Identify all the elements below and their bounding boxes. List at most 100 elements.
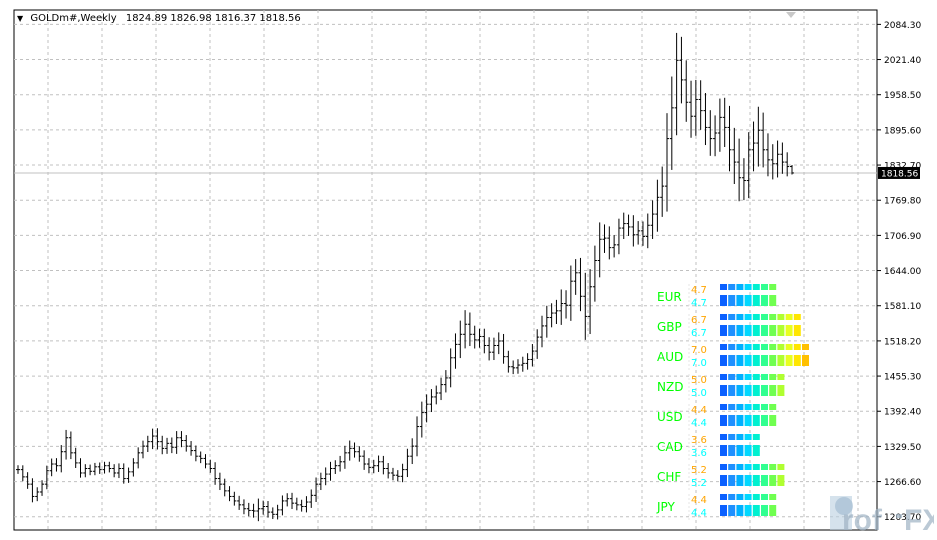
- strength-bar-GBP-b-9: [793, 325, 801, 336]
- strength-value-bottom-NZD: 5.0: [691, 388, 707, 399]
- strength-bar-JPY-b-1: [728, 505, 736, 516]
- strength-bar-EUR-a-5: [761, 284, 768, 290]
- strength-bar-GBP-b-4: [752, 325, 760, 336]
- strength-value-top-JPY: 4.4: [691, 495, 707, 506]
- strength-bar-JPY-a-6: [769, 494, 777, 500]
- strength-bar-USD-b-6: [769, 415, 777, 426]
- strength-bar-JPY-a-3: [744, 494, 752, 500]
- strength-bar-NZD-a-6: [769, 374, 777, 380]
- strength-bar-AUD-a-8: [785, 344, 793, 350]
- strength-bar-CHF-b-3: [744, 475, 752, 486]
- strength-bar-CAD-a-3: [744, 434, 752, 440]
- strength-bar-CHF-a-6: [769, 464, 777, 470]
- strength-bar-NZD-b-5: [761, 385, 768, 396]
- strength-bar-EUR-a-4: [752, 284, 760, 290]
- strength-bar-AUD-b-3: [744, 355, 752, 366]
- strength-bar-CHF-b-4: [752, 475, 760, 486]
- strength-bar-JPY-b-3: [744, 505, 752, 516]
- strength-bar-USD-b-0: [720, 415, 727, 426]
- strength-bar-GBP-a-1: [728, 314, 736, 320]
- strength-bar-EUR-b-1: [728, 295, 736, 306]
- strength-bar-AUD-a-5: [761, 344, 768, 350]
- strength-bar-CAD-a-4: [752, 434, 760, 440]
- svg-text:rof: rof: [842, 504, 883, 536]
- strength-bar-EUR-a-0: [720, 284, 727, 290]
- strength-bar-USD-a-0: [720, 404, 727, 410]
- strength-bar-GBP-a-7: [777, 314, 785, 320]
- strength-bar-GBP-a-0: [720, 314, 727, 320]
- y-tick-label: 1266.60: [884, 478, 921, 488]
- strength-bar-CAD-b-1: [728, 445, 736, 456]
- strength-bar-AUD-b-1: [728, 355, 736, 366]
- dropdown-arrow-icon[interactable]: ▼: [17, 14, 24, 23]
- strength-bar-NZD-a-5: [761, 374, 768, 380]
- currency-label-JPY: JPY: [656, 500, 676, 514]
- strength-bar-EUR-b-6: [769, 295, 777, 306]
- current-price-badge: [878, 166, 920, 179]
- y-tick-label: 1832.70: [884, 162, 921, 172]
- strength-bar-GBP-b-6: [769, 325, 777, 336]
- strength-value-top-AUD: 7.0: [691, 345, 707, 356]
- strength-bar-AUD-a-3: [744, 344, 752, 350]
- strength-bar-EUR-b-2: [736, 295, 744, 306]
- strength-bar-AUD-b-0: [720, 355, 727, 366]
- strength-bar-AUD-b-6: [769, 355, 777, 366]
- strength-bar-AUD-b-4: [752, 355, 760, 366]
- strength-bar-JPY-a-4: [752, 494, 760, 500]
- strength-bar-AUD-b-7: [777, 355, 785, 366]
- strength-bar-JPY-a-0: [720, 494, 727, 500]
- strength-bar-USD-b-3: [744, 415, 752, 426]
- strength-bar-CAD-a-0: [720, 434, 727, 440]
- strength-bar-GBP-a-4: [752, 314, 760, 320]
- y-tick-label: 1769.80: [884, 197, 921, 207]
- strength-bar-AUD-b-10: [802, 355, 809, 366]
- strength-bar-USD-a-3: [744, 404, 752, 410]
- strength-bar-GBP-b-8: [785, 325, 793, 336]
- chart-title-bar: ▼ GOLDm#,Weekly 1824.89 1826.98 1816.37 …: [17, 13, 301, 24]
- strength-bar-GBP-b-1: [728, 325, 736, 336]
- strength-bar-EUR-b-5: [761, 295, 768, 306]
- symbol-label: GOLDm#,Weekly: [30, 13, 117, 24]
- y-tick-label: 1958.50: [884, 91, 921, 101]
- y-tick-label: 1706.90: [884, 232, 921, 242]
- strength-bar-CAD-a-2: [736, 434, 744, 440]
- strength-value-bottom-CAD: 3.6: [691, 448, 707, 459]
- strength-bar-NZD-b-6: [769, 385, 777, 396]
- strength-bar-GBP-a-3: [744, 314, 752, 320]
- strength-bar-CAD-b-4: [752, 445, 760, 456]
- strength-bar-JPY-b-0: [720, 505, 727, 516]
- strength-value-top-USD: 4.4: [691, 405, 707, 416]
- strength-bar-NZD-a-4: [752, 374, 760, 380]
- strength-value-bottom-JPY: 4.4: [691, 508, 707, 519]
- strength-bar-JPY-a-1: [728, 494, 736, 500]
- strength-value-bottom-AUD: 7.0: [691, 358, 707, 369]
- strength-bar-EUR-b-3: [744, 295, 752, 306]
- strength-value-top-EUR: 4.7: [691, 285, 707, 296]
- strength-bar-CAD-a-1: [728, 434, 736, 440]
- strength-bar-NZD-a-7: [777, 374, 785, 380]
- strength-bar-GBP-b-2: [736, 325, 744, 336]
- strength-bar-USD-a-2: [736, 404, 744, 410]
- current-price-label: 1818.56: [881, 169, 918, 179]
- strength-bar-EUR-b-4: [752, 295, 760, 306]
- strength-bar-NZD-a-1: [728, 374, 736, 380]
- y-tick-label: 1455.30: [884, 373, 921, 383]
- strength-bar-GBP-a-6: [769, 314, 777, 320]
- strength-bar-CHF-b-7: [777, 475, 785, 486]
- y-tick-label: 1644.00: [884, 267, 921, 277]
- strength-bar-JPY-b-2: [736, 505, 744, 516]
- strength-value-bottom-GBP: 6.7: [691, 328, 707, 339]
- watermark-logo: rof FX: [830, 496, 934, 536]
- y-tick-label: 1895.60: [884, 126, 921, 136]
- strength-bar-CHF-b-0: [720, 475, 727, 486]
- strength-bar-CHF-b-6: [769, 475, 777, 486]
- strength-bar-USD-b-2: [736, 415, 744, 426]
- currency-label-EUR: EUR: [657, 290, 682, 304]
- quote-low: 1816.37: [214, 13, 260, 24]
- strength-bar-JPY-a-2: [736, 494, 744, 500]
- strength-bar-CHF-a-2: [736, 464, 744, 470]
- strength-bar-AUD-b-8: [785, 355, 793, 366]
- y-tick-label: 1203.70: [884, 513, 921, 523]
